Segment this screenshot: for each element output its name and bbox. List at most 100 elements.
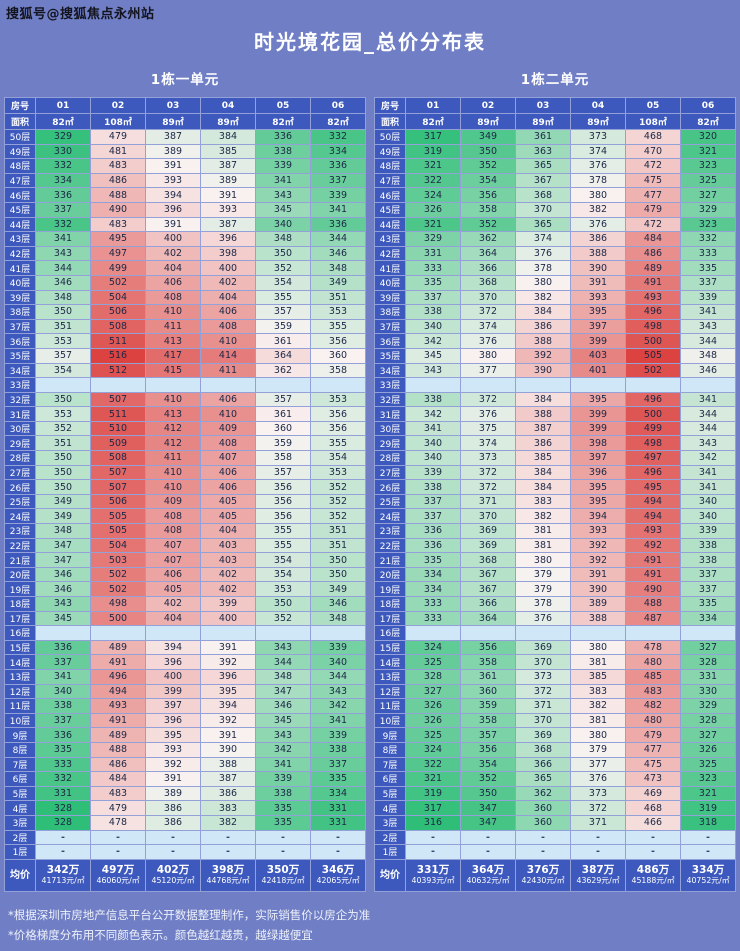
price-cell: 334 xyxy=(36,173,90,188)
price-cell: 346 xyxy=(256,699,310,713)
price-cell: 340 xyxy=(681,494,735,509)
floor-label: 31层 xyxy=(375,407,405,421)
price-cell: 396 xyxy=(201,669,255,684)
price-cell: 357 xyxy=(36,348,90,363)
price-cell: 371 xyxy=(516,699,570,713)
floor-label: 4层 xyxy=(375,801,405,815)
price-cell: - xyxy=(36,845,90,859)
avg-total-price: 376万 xyxy=(526,863,560,876)
price-cell: 502 xyxy=(91,567,145,582)
watermark: 搜狐号@搜狐焦点永州站 xyxy=(6,7,155,22)
avg-price-cell: 331万 40393元/㎡ xyxy=(406,859,460,891)
floor-label: 49层 xyxy=(5,144,35,159)
price-cell: 399 xyxy=(571,334,625,348)
price-cell: 345 xyxy=(406,348,460,363)
price-cell: 393 xyxy=(146,173,200,188)
price-cell: 335 xyxy=(256,815,310,830)
price-cell: 491 xyxy=(626,567,680,582)
floor-label: 46层 xyxy=(375,188,405,202)
price-cell: 396 xyxy=(146,202,200,217)
avg-price-cell: 486万 45188元/㎡ xyxy=(626,859,680,891)
price-cell: 411 xyxy=(146,319,200,334)
price-cell: 396 xyxy=(201,232,255,246)
price-cell: 386 xyxy=(201,786,255,801)
price-cell: 499 xyxy=(626,421,680,436)
price-cell: 507 xyxy=(91,480,145,494)
price-cell: 372 xyxy=(461,392,515,407)
floor-label: 36层 xyxy=(375,334,405,348)
price-cell: 344 xyxy=(256,655,310,669)
price-cell: 404 xyxy=(201,524,255,538)
price-cell xyxy=(571,378,625,392)
floor-label: 25层 xyxy=(375,494,405,509)
floor-label: 33层 xyxy=(5,378,35,392)
unit-area-header: 89㎡ xyxy=(571,114,625,129)
price-cell: 383 xyxy=(516,494,570,509)
price-cell: 495 xyxy=(626,480,680,494)
price-cell: 391 xyxy=(201,728,255,742)
price-cell: 325 xyxy=(681,757,735,772)
unit-area-header: 89㎡ xyxy=(516,114,570,129)
price-cell: 392 xyxy=(201,713,255,728)
price-cell: 346 xyxy=(36,582,90,596)
floor-label: 15层 xyxy=(5,640,35,655)
price-cell: 399 xyxy=(571,421,625,436)
price-cell: 350 xyxy=(36,305,90,319)
price-cell: 385 xyxy=(571,669,625,684)
price-cell: 391 xyxy=(571,275,625,290)
price-cell: 347 xyxy=(36,553,90,567)
price-cell: 387 xyxy=(201,217,255,232)
price-cell: 373 xyxy=(571,130,625,144)
price-cell: 386 xyxy=(146,815,200,830)
price-cell: 333 xyxy=(36,757,90,772)
floor-label: 26层 xyxy=(375,480,405,494)
price-cell: 388 xyxy=(516,407,570,421)
price-cell: 506 xyxy=(91,494,145,509)
room-number-header-label: 房号 xyxy=(5,98,35,113)
price-cell: 403 xyxy=(571,348,625,363)
price-cell: 345 xyxy=(256,713,310,728)
price-cell: 412 xyxy=(146,421,200,436)
price-cell: 358 xyxy=(461,713,515,728)
avg-unit-price: 46060元/㎡ xyxy=(96,875,140,885)
price-cell: 368 xyxy=(516,742,570,757)
price-cell: 366 xyxy=(516,757,570,772)
price-cell: - xyxy=(146,845,200,859)
price-cell: 352 xyxy=(461,772,515,786)
price-cell: 326 xyxy=(406,699,460,713)
price-cell: 400 xyxy=(146,669,200,684)
price-cell: 394 xyxy=(146,188,200,202)
price-cell: 408 xyxy=(201,436,255,451)
price-cell: 340 xyxy=(36,684,90,699)
floor-label: 39层 xyxy=(375,290,405,305)
price-cell: 356 xyxy=(311,407,365,421)
price-cell: 341 xyxy=(36,232,90,246)
price-cell: 354 xyxy=(461,173,515,188)
price-cell: 480 xyxy=(626,713,680,728)
footnote-color-legend: *价格梯度分布用不同颜色表示。颜色越红越贵，越绿越便宜 xyxy=(8,927,313,942)
price-cell: 367 xyxy=(461,582,515,596)
price-cell: 355 xyxy=(256,524,310,538)
unit-area-header: 82㎡ xyxy=(36,114,90,129)
price-cell: 408 xyxy=(146,524,200,538)
price-cell: 321 xyxy=(406,772,460,786)
price-cell: 478 xyxy=(626,640,680,655)
price-cell: 337 xyxy=(311,173,365,188)
price-cell: 370 xyxy=(461,509,515,524)
price-cell: 337 xyxy=(36,202,90,217)
price-cell: 410 xyxy=(201,334,255,348)
price-cell: 410 xyxy=(146,392,200,407)
price-cell: 386 xyxy=(571,232,625,246)
price-cell: 413 xyxy=(146,407,200,421)
price-cell: 498 xyxy=(626,436,680,451)
floor-label: 7层 xyxy=(375,757,405,772)
price-cell xyxy=(626,626,680,640)
price-cell: 349 xyxy=(36,509,90,524)
floor-label: 47层 xyxy=(5,173,35,188)
price-cell: 344 xyxy=(311,669,365,684)
floor-label: 21层 xyxy=(375,553,405,567)
price-cell: 374 xyxy=(461,319,515,334)
price-cell xyxy=(681,626,735,640)
price-cell: 388 xyxy=(571,611,625,626)
price-cell: 336 xyxy=(36,640,90,655)
